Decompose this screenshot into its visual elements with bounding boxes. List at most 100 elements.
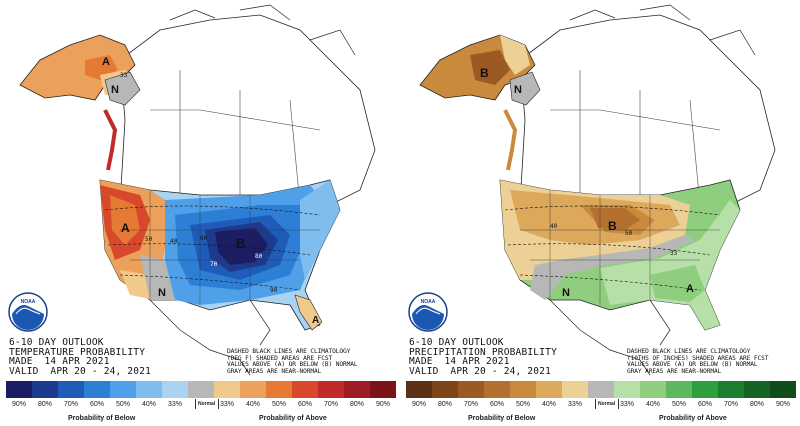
contour-label: 50 xyxy=(625,230,633,237)
legend-swatch xyxy=(406,381,432,398)
note-line: DASHED BLACK LINES ARE CLIMATOLOGY xyxy=(627,348,751,355)
title-line: PRECIPITATION PROBABILITY xyxy=(409,346,557,358)
legend-swatch xyxy=(744,381,770,398)
legend-tick-label: 90% xyxy=(411,401,427,408)
contour-label: 40 xyxy=(550,223,558,230)
legend-swatch xyxy=(640,381,666,398)
legend-swatch xyxy=(84,381,110,398)
legend-swatch xyxy=(432,381,458,398)
legend-normal-caption: Normal xyxy=(198,401,216,407)
legend-tick-label: 50% xyxy=(271,401,287,408)
alaska-class-label: B xyxy=(480,66,489,80)
southeast-above-region xyxy=(650,265,705,302)
legend-tick-label: 60% xyxy=(489,401,505,408)
alaska-normal-area xyxy=(509,71,541,106)
central-class-label: B xyxy=(608,219,617,233)
legend-swatches xyxy=(406,381,796,398)
legend-tick-label: 60% xyxy=(89,401,105,408)
note-line: VALUES ABOVE (A) OR BELOW (B) NORMAL xyxy=(627,361,758,369)
plains-normal-region xyxy=(530,235,695,300)
alaska-normal-label: N xyxy=(111,84,119,96)
alaska-normal-area xyxy=(104,71,141,106)
legend-tick-label: 60% xyxy=(697,401,713,408)
legend-tick-label: 60% xyxy=(297,401,313,408)
legend-swatch xyxy=(58,381,84,398)
legend-swatch xyxy=(692,381,718,398)
legend-tick-label: 40% xyxy=(645,401,661,408)
precipitation-outlook-panel: B N B N A 33 40 50 NOAA 6-10 DAY OUTLOOK… xyxy=(400,0,800,426)
legend-swatch xyxy=(614,381,640,398)
legend-normal-divider xyxy=(595,399,596,409)
title-line: MADE 14 APR 2021 xyxy=(9,356,110,367)
noaa-logo: NOAA xyxy=(8,292,48,332)
plains-normal-label: N xyxy=(562,287,570,299)
legend-ticks: 90% 80% 70% 60% 50% 40% 33% 33% 40% 50% 60% 70% 80% 9… xyxy=(6,401,396,411)
legend-tick-label: 70% xyxy=(463,401,479,408)
central-below-core xyxy=(590,208,640,230)
legend-swatch xyxy=(344,381,370,398)
contour-label: 60 xyxy=(200,235,208,242)
noaa-logo-text: NOAA xyxy=(21,299,36,305)
plains-normal-label: N xyxy=(158,287,166,299)
contour-label: 40 xyxy=(170,238,178,245)
legend-tick-label: 90% xyxy=(775,401,791,408)
legend-above-caption: Probability of Above xyxy=(259,415,327,422)
note-line: GRAY AREAS ARE NEAR-NORMAL xyxy=(227,367,322,375)
note-line: (10THS OF INCHES) SHADED AREAS ARE FCST xyxy=(627,354,769,362)
legend-tick-label: 50% xyxy=(115,401,131,408)
legend-tick-label: 33% xyxy=(219,401,235,408)
note-line: VALUES ABOVE (A) OR BELOW (B) NORMAL xyxy=(227,361,358,369)
legend-tick-label: 70% xyxy=(723,401,739,408)
contour-label: 33 xyxy=(670,250,678,257)
legend-tick-label: 50% xyxy=(671,401,687,408)
legend-swatch xyxy=(770,381,796,398)
legend-tick-label: 80% xyxy=(37,401,53,408)
legend-tick-label: 70% xyxy=(63,401,79,408)
precipitation-notes: DASHED BLACK LINES ARE CLIMATOLOGY (10TH… xyxy=(627,348,769,375)
alaska-class-label: A xyxy=(102,56,110,68)
legend-swatch xyxy=(266,381,292,398)
legend-normal-divider xyxy=(195,399,196,409)
legend-swatch xyxy=(458,381,484,398)
legend-below-caption: Probability of Below xyxy=(468,415,536,422)
legend-tick-label: 50% xyxy=(515,401,531,408)
legend-swatch xyxy=(188,381,214,398)
legend-below-caption: Probability of Below xyxy=(68,415,136,422)
legend-swatch xyxy=(484,381,510,398)
temperature-title-block: 6-10 DAY OUTLOOK TEMPERATURE PROBABILITY… xyxy=(9,338,151,376)
contour-label: 33 xyxy=(120,72,128,79)
note-line: DASHED BLACK LINES ARE CLIMATOLOGY xyxy=(227,348,351,355)
legend-swatch xyxy=(370,381,396,398)
legend-swatch xyxy=(110,381,136,398)
legend-tick-label: 80% xyxy=(349,401,365,408)
central-class-label: B xyxy=(236,236,245,251)
temperature-notes: DASHED BLACK LINES ARE CLIMATOLOGY (DEG … xyxy=(227,348,358,375)
legend-tick-label: 33% xyxy=(567,401,583,408)
note-line: (DEG F) SHADED AREAS ARE FCST xyxy=(227,354,333,362)
temperature-outlook-map: A N A B N A 33 40 50 60 70 80 90 xyxy=(19,4,376,376)
legend-swatch xyxy=(214,381,240,398)
legend-tick-label: 90% xyxy=(375,401,391,408)
contour-label: 80 xyxy=(255,253,263,260)
legend-tick-label: 33% xyxy=(167,401,183,408)
legend-tick-label: 80% xyxy=(437,401,453,408)
alaska-normal-label: N xyxy=(514,84,522,96)
legend-swatch xyxy=(510,381,536,398)
contour-label: 90 xyxy=(270,287,278,294)
legend-swatch xyxy=(32,381,58,398)
legend-normal-caption: Normal xyxy=(598,401,616,407)
legend-swatch xyxy=(136,381,162,398)
legend-tick-label: 33% xyxy=(619,401,635,408)
title-line: TEMPERATURE PROBABILITY xyxy=(9,346,146,358)
legend-tick-label: 40% xyxy=(141,401,157,408)
plains-normal-region xyxy=(140,255,175,300)
legend-tick-label: 80% xyxy=(749,401,765,408)
legend-swatch xyxy=(666,381,692,398)
legend-normal-divider xyxy=(218,399,219,409)
legend-tick-label: 90% xyxy=(11,401,27,408)
legend-tick-label: 40% xyxy=(541,401,557,408)
legend-swatch xyxy=(292,381,318,398)
legend-normal-divider xyxy=(618,399,619,409)
legend-swatch xyxy=(588,381,614,398)
title-line: MADE 14 APR 2021 xyxy=(409,356,510,367)
